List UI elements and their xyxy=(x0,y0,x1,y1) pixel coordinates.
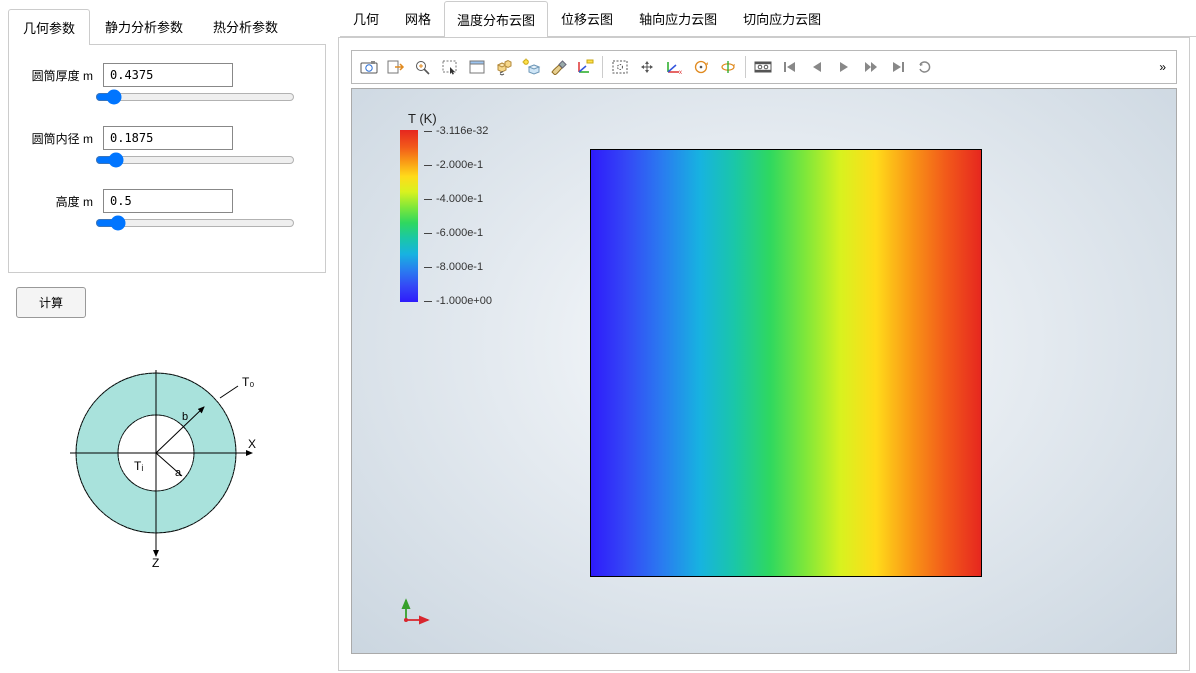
cylinder-diagram: T₀ Tᵢ a b X Z xyxy=(56,358,256,568)
tab-label: 轴向应力云图 xyxy=(639,12,717,27)
right-tab-axial-stress[interactable]: 轴向应力云图 xyxy=(626,0,730,36)
right-tab-mesh[interactable]: 网格 xyxy=(392,0,444,36)
x-axis-label: X xyxy=(248,437,256,451)
cubes-icon[interactable] xyxy=(491,54,517,80)
param-row-inner-radius: 圆筒内径 m xyxy=(23,126,311,150)
z-axis-label: Z xyxy=(152,556,159,568)
param-label: 圆筒厚度 m xyxy=(23,67,103,84)
export-icon[interactable] xyxy=(383,54,409,80)
tab-label: 静力分析参数 xyxy=(105,20,183,35)
right-tab-tangential-stress[interactable]: 切向应力云图 xyxy=(730,0,834,36)
param-label: 圆筒内径 m xyxy=(23,130,103,147)
skip-start-icon[interactable] xyxy=(777,54,803,80)
to-label: T₀ xyxy=(242,375,254,389)
rotate-icon[interactable] xyxy=(688,54,714,80)
left-tab-thermal[interactable]: 热分析参数 xyxy=(198,8,293,44)
camera-icon[interactable] xyxy=(356,54,382,80)
zoom-fit-icon[interactable] xyxy=(410,54,436,80)
a-label: a xyxy=(175,467,182,479)
marquee-icon[interactable] xyxy=(607,54,633,80)
b-label: b xyxy=(182,411,188,423)
legend-title: T (K) xyxy=(408,111,492,126)
height-slider[interactable] xyxy=(95,215,295,231)
param-row-thickness: 圆筒厚度 m xyxy=(23,63,311,87)
brush-icon[interactable] xyxy=(545,54,571,80)
viz-area: x » T (K) -3.116e xyxy=(338,37,1190,671)
left-panel: 几何参数 静力分析参数 热分析参数 圆筒厚度 m 圆筒内径 m 高度 m 计算 xyxy=(0,0,334,673)
calculate-button[interactable]: 计算 xyxy=(16,287,86,318)
thickness-slider[interactable] xyxy=(95,89,295,105)
left-tab-geometry[interactable]: 几何参数 xyxy=(8,9,90,45)
viz-canvas[interactable]: T (K) -3.116e-32 -2.000e-1 -4.000e-1 -6.… xyxy=(351,88,1177,654)
viz-toolbar: x » xyxy=(351,50,1177,84)
tab-label: 位移云图 xyxy=(561,12,613,27)
toolbar-separator xyxy=(602,56,603,78)
light-cube-icon[interactable] xyxy=(518,54,544,80)
legend-tick: -1.000e+00 xyxy=(424,295,492,307)
more-label: » xyxy=(1159,60,1166,74)
play-icon[interactable] xyxy=(831,54,857,80)
tab-label: 切向应力云图 xyxy=(743,12,821,27)
legend-tick: -3.116e-32 xyxy=(424,125,492,137)
axis-icon[interactable]: x xyxy=(661,54,687,80)
inner-radius-input[interactable] xyxy=(103,126,233,150)
temperature-contour xyxy=(590,149,982,577)
triad-edit-icon[interactable] xyxy=(572,54,598,80)
left-tabs: 几何参数 静力分析参数 热分析参数 xyxy=(8,8,326,45)
inner-radius-slider[interactable] xyxy=(95,152,295,168)
color-legend: T (K) -3.116e-32 -2.000e-1 -4.000e-1 -6.… xyxy=(400,111,492,307)
window-icon[interactable] xyxy=(464,54,490,80)
loop-icon[interactable] xyxy=(912,54,938,80)
legend-colorbar xyxy=(400,130,418,302)
orientation-triad xyxy=(398,594,438,631)
right-panel: 几何 网格 温度分布云图 位移云图 轴向应力云图 切向应力云图 x xyxy=(334,0,1196,673)
tab-label: 几何 xyxy=(353,12,379,27)
legend-ticks: -3.116e-32 -2.000e-1 -4.000e-1 -6.000e-1… xyxy=(424,125,492,307)
step-fwd-icon[interactable] xyxy=(858,54,884,80)
move-icon[interactable] xyxy=(634,54,660,80)
select-box-icon[interactable] xyxy=(437,54,463,80)
param-panel: 圆筒厚度 m 圆筒内径 m 高度 m xyxy=(8,45,326,273)
legend-tick: -2.000e-1 xyxy=(424,159,492,171)
button-label: 计算 xyxy=(39,296,63,310)
rotate-axis-icon[interactable] xyxy=(715,54,741,80)
tab-label: 温度分布云图 xyxy=(457,13,535,28)
video-icon[interactable] xyxy=(750,54,776,80)
legend-tick: -4.000e-1 xyxy=(424,193,492,205)
legend-tick: -8.000e-1 xyxy=(424,261,492,273)
tab-label: 几何参数 xyxy=(23,21,75,36)
param-label: 高度 m xyxy=(23,193,103,210)
param-row-height: 高度 m xyxy=(23,189,311,213)
legend-tick: -6.000e-1 xyxy=(424,227,492,239)
right-tab-displacement[interactable]: 位移云图 xyxy=(548,0,626,36)
height-input[interactable] xyxy=(103,189,233,213)
toolbar-more[interactable]: » xyxy=(1153,60,1172,74)
thickness-input[interactable] xyxy=(103,63,233,87)
ti-label: Tᵢ xyxy=(134,459,143,473)
toolbar-separator xyxy=(745,56,746,78)
tab-label: 热分析参数 xyxy=(213,20,278,35)
right-tab-temperature[interactable]: 温度分布云图 xyxy=(444,1,548,37)
step-back-icon[interactable] xyxy=(804,54,830,80)
left-tab-static[interactable]: 静力分析参数 xyxy=(90,8,198,44)
svg-text:x: x xyxy=(679,70,682,75)
tab-label: 网格 xyxy=(405,12,431,27)
right-tab-geometry[interactable]: 几何 xyxy=(340,0,392,36)
right-tabs: 几何 网格 温度分布云图 位移云图 轴向应力云图 切向应力云图 xyxy=(340,0,1196,37)
skip-end-icon[interactable] xyxy=(885,54,911,80)
